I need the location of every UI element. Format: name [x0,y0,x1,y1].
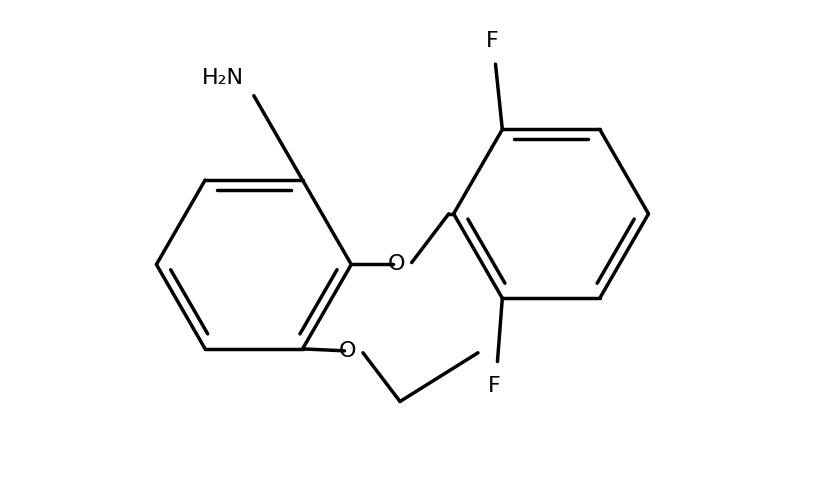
Text: F: F [488,376,501,396]
Text: O: O [339,341,356,361]
Text: F: F [487,31,499,51]
Text: O: O [388,254,405,274]
Text: H₂N: H₂N [202,68,244,88]
